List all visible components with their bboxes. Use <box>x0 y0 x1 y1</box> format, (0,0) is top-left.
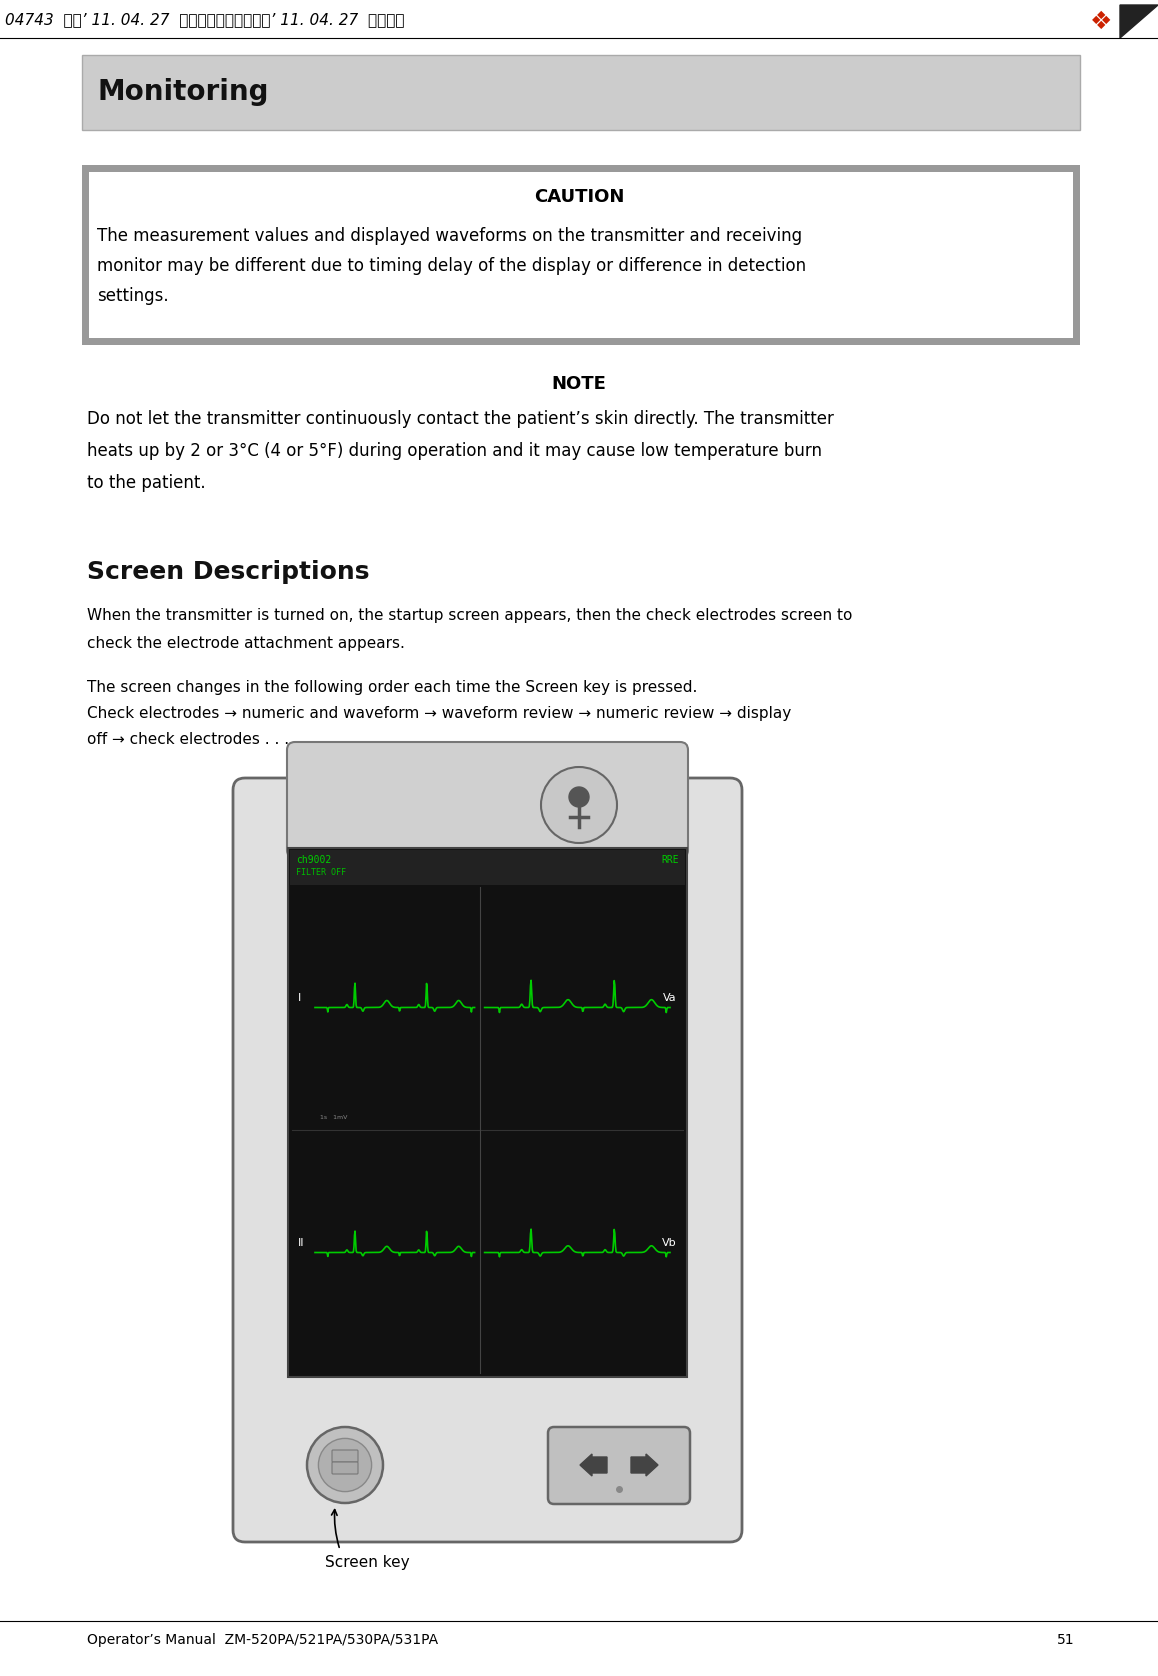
FancyBboxPatch shape <box>82 55 1080 131</box>
FancyBboxPatch shape <box>89 173 1073 339</box>
Circle shape <box>307 1426 383 1503</box>
FancyBboxPatch shape <box>287 742 688 858</box>
Circle shape <box>318 1438 372 1492</box>
Text: settings.: settings. <box>97 287 169 305</box>
Text: Va: Va <box>664 992 677 1002</box>
Polygon shape <box>1120 5 1158 39</box>
FancyArrow shape <box>580 1455 607 1477</box>
Text: Do not let the transmitter continuously contact the patient’s skin directly. The: Do not let the transmitter continuously … <box>87 411 834 427</box>
FancyArrow shape <box>631 1455 658 1477</box>
Text: Vb: Vb <box>662 1237 677 1247</box>
Circle shape <box>541 768 617 843</box>
Text: 1s   1mV: 1s 1mV <box>320 1115 347 1120</box>
Text: heats up by 2 or 3°C (4 or 5°F) during operation and it may cause low temperatur: heats up by 2 or 3°C (4 or 5°F) during o… <box>87 442 822 459</box>
Text: The measurement values and displayed waveforms on the transmitter and receiving: The measurement values and displayed wav… <box>97 226 802 245</box>
Text: to the patient.: to the patient. <box>87 474 206 493</box>
Text: II: II <box>298 1237 305 1247</box>
Text: NOTE: NOTE <box>551 375 607 392</box>
Text: RRE: RRE <box>661 855 679 865</box>
FancyBboxPatch shape <box>332 1450 358 1461</box>
Text: Screen Descriptions: Screen Descriptions <box>87 560 369 583</box>
FancyBboxPatch shape <box>288 848 687 1378</box>
Text: I: I <box>298 992 301 1002</box>
Circle shape <box>569 788 589 808</box>
Text: check the electrode attachment appears.: check the electrode attachment appears. <box>87 635 405 650</box>
Text: FILTER OFF: FILTER OFF <box>296 868 346 877</box>
Text: ch9002: ch9002 <box>296 855 331 865</box>
Text: Operator’s Manual  ZM-520PA/521PA/530PA/531PA: Operator’s Manual ZM-520PA/521PA/530PA/5… <box>87 1632 438 1648</box>
Text: Screen key: Screen key <box>325 1555 410 1570</box>
Text: 51: 51 <box>1057 1632 1075 1648</box>
FancyBboxPatch shape <box>548 1426 690 1503</box>
FancyBboxPatch shape <box>290 850 686 885</box>
Text: monitor may be different due to timing delay of the display or difference in det: monitor may be different due to timing d… <box>97 256 806 275</box>
Text: When the transmitter is turned on, the startup screen appears, then the check el: When the transmitter is turned on, the s… <box>87 608 852 623</box>
Text: Check electrodes → numeric and waveform → waveform review → numeric review → dis: Check electrodes → numeric and waveform … <box>87 706 791 721</box>
FancyBboxPatch shape <box>82 164 1080 345</box>
FancyBboxPatch shape <box>233 778 742 1542</box>
FancyBboxPatch shape <box>332 1461 358 1473</box>
Text: The screen changes in the following order each time the Screen key is pressed.: The screen changes in the following orde… <box>87 680 697 696</box>
Text: 04743  作成’ 11. 04. 27  阿山　悠己　　　承認’ 11. 04. 27  真柄　睷: 04743 作成’ 11. 04. 27 阿山 悠己 承認’ 11. 04. 2… <box>5 12 404 27</box>
Text: off → check electrodes . . .: off → check electrodes . . . <box>87 732 290 747</box>
Text: Monitoring: Monitoring <box>97 79 269 107</box>
Text: CAUTION: CAUTION <box>534 188 624 206</box>
Text: ❖: ❖ <box>1090 10 1113 34</box>
